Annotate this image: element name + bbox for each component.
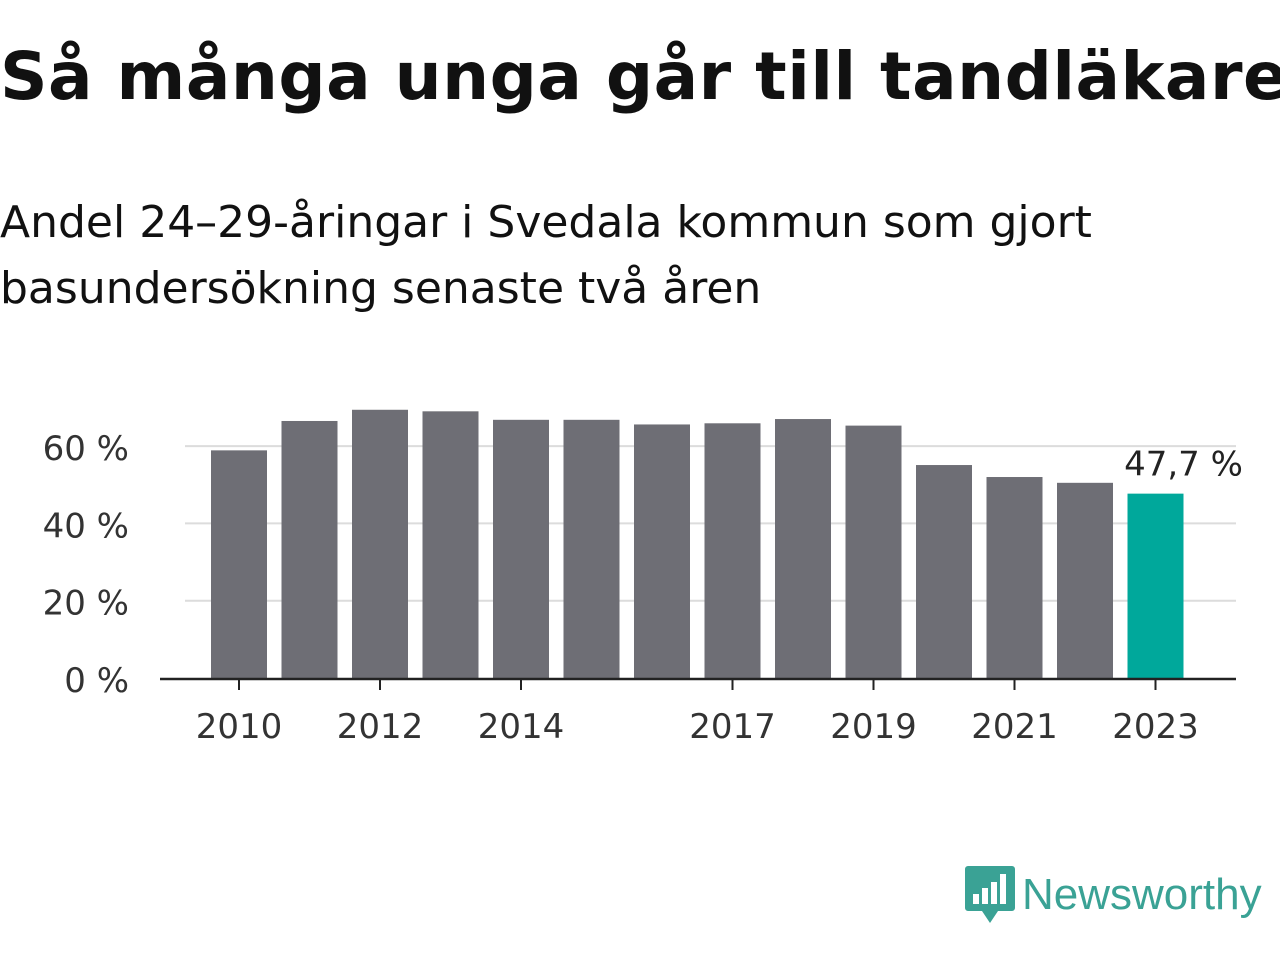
highlight-value-label: 47,7 %: [1124, 445, 1243, 485]
y-tick-label: 40 %: [43, 506, 129, 546]
bar-2011: [281, 420, 338, 678]
y-axis-ticks: 0 % 20 % 40 % 60 %: [43, 429, 129, 701]
x-tick-label: 2019: [830, 707, 917, 747]
y-tick-label: 0 %: [64, 661, 129, 701]
bar-2014: [493, 419, 549, 678]
bar-2019: [845, 425, 902, 678]
x-tick-label: 2014: [478, 707, 565, 747]
bar-2012: [352, 409, 408, 678]
bar-2015: [563, 419, 620, 678]
y-tick-label: 20 %: [43, 584, 129, 624]
bar-2023: [1127, 493, 1184, 678]
x-tick-label: 2021: [971, 707, 1058, 747]
bar-2020: [916, 465, 972, 678]
y-tick-label: 60 %: [43, 429, 129, 469]
newsworthy-logo: Newsworthy: [964, 864, 1262, 926]
bar-2016: [634, 424, 690, 678]
logo-text: Newsworthy: [1022, 870, 1262, 919]
x-tick-label: 2012: [337, 707, 424, 747]
x-tick-label: 2023: [1112, 707, 1199, 747]
chart-title: Så många unga går till tandläkaren: [0, 38, 1280, 115]
bars: [211, 409, 1184, 678]
x-axis-ticks: 2010 2012 2014 2017 2019 2021 2023: [196, 680, 1199, 747]
bar-2017: [704, 423, 761, 678]
x-tick-label: 2010: [196, 707, 283, 747]
newsworthy-bar-chart-icon: [965, 866, 1015, 923]
x-tick-label: 2017: [689, 707, 776, 747]
bar-2022: [1057, 482, 1113, 678]
bar-2013: [422, 411, 479, 678]
bar-2018: [775, 419, 831, 678]
bar-2021: [986, 477, 1043, 678]
bar-2010: [211, 450, 267, 678]
chart-subtitle: Andel 24–29-åringar i Svedala kommun som…: [0, 197, 1092, 314]
